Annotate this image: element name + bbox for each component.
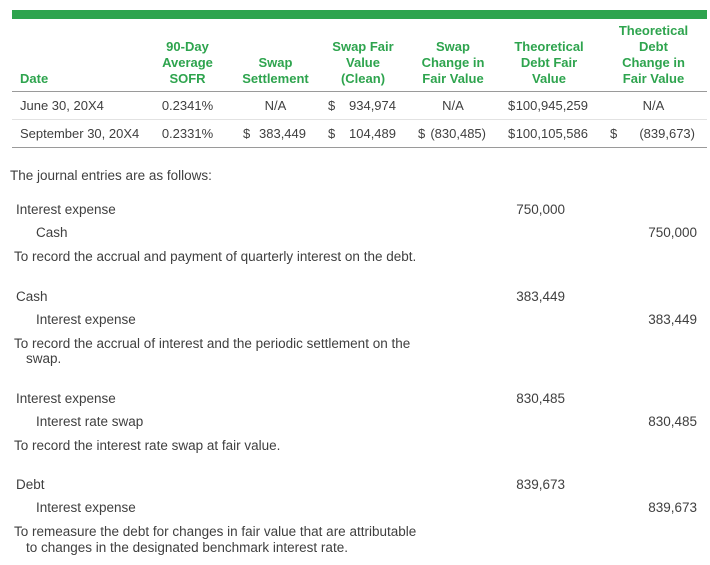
journal-entry-memo: To remeasure the debt for changes in fai… [14,524,417,555]
swap-change-value: N/A [408,91,498,120]
table-top-accent-bar [12,10,707,19]
journal-entry-memo: To record the accrual of interest and th… [14,335,411,367]
currency-symbol: $ [328,98,336,113]
debit-amount: 383,449 [516,288,565,304]
date-value: June 30, 20X4 [12,91,142,120]
table-row: September 30, 20X4 0.2331% $ 383,449 $ 1… [12,120,707,148]
swap-change-value: $ (830,485) [408,120,498,148]
column-header-theoretical-debt-change-in-fair-value: Theoretical Debt Change in Fair Value [600,19,707,92]
column-header-theoretical-debt-fair-value: Theoretical Debt Fair Value [498,19,600,92]
date-value: September 30, 20X4 [20,126,140,141]
table-row: June 30, 20X4 0.2341% N/A $ 934,974 N/A … [12,91,707,120]
currency-symbol: $ [418,126,426,141]
debit-amount: 839,673 [516,477,565,492]
amount: (839,673) [639,126,695,141]
credit-account-label: Cash [36,225,68,240]
credit-amount: 750,000 [648,225,697,240]
amount: 383,449 [259,126,306,141]
amount: 100,945,259 [515,98,588,113]
currency-symbol: $ [328,126,336,141]
journal-entry: Interest expense 830,485 Interest rate s… [10,390,697,454]
credit-account-label: Interest rate swap [36,413,144,429]
credit-amount: 839,673 [648,500,697,515]
debit-amount: 750,000 [516,202,565,217]
amount: 934,974 [349,98,396,113]
journal-intro-text: The journal entries are as follows: [10,168,212,183]
debt-fair-value: $ 100,105,586 [498,120,600,148]
debit-account-label: Cash [16,288,48,304]
debt-change-value: $ (839,673) [600,120,707,148]
credit-account-label: Interest expense [36,500,136,515]
column-header-swap-settlement: Swap Settlement [233,19,318,92]
swap-settlement-value: $ 383,449 [233,120,318,148]
journal-entry-memo: To record the interest rate swap at fair… [14,437,281,453]
currency-symbol: $ [508,98,516,113]
currency-symbol: $ [243,126,251,141]
journal-entry: Interest expense 750,000 Cash 750,000 To… [10,203,697,265]
journal-entry: Cash 383,449 Interest expense 383,449 To… [10,288,697,367]
column-header-90-day-average-sofr: 90-Day Average SOFR [142,19,233,92]
debit-amount: 830,485 [516,390,565,406]
debit-account-label: Debt [16,477,45,492]
column-header-swap-change-in-fair-value: Swap Change in Fair Value [408,19,498,92]
swap-fair-value: $ 104,489 [318,120,408,148]
currency-symbol: $ [610,126,618,141]
amount: 100,105,586 [515,126,588,141]
sofr-value: 0.2341% [142,91,233,120]
sofr-value: 0.2331% [161,126,214,141]
swap-settlement-value: N/A [233,91,318,120]
debit-account-label: Interest expense [16,390,116,406]
table-header-row: Date 90-Day Average SOFR Swap Settlement Sw… [12,19,707,92]
swap-valuation-table: Date 90-Day Average SOFR Swap Settlement Sw… [12,19,707,148]
amount: 104,489 [349,126,396,141]
journal-entry-memo: To record the accrual and payment of qua… [14,249,417,264]
debt-change-value: N/A [600,91,707,120]
journal-entry: Debt 839,673 Interest expense 839,673 To… [10,478,697,555]
credit-account-label: Interest expense [36,311,136,327]
credit-amount: 830,485 [648,413,697,429]
credit-amount: 383,449 [648,311,697,327]
swap-fair-value: $ 934,974 [318,91,408,120]
swap-valuation-table-section: Date 90-Day Average SOFR Swap Settlement Sw… [12,10,707,148]
amount: (830,485) [430,126,486,141]
journal-entries-section: The journal entries are as follows: Inte… [10,169,697,555]
debit-account-label: Interest expense [16,202,116,217]
column-header-swap-fair-value-clean: Swap Fair Value (Clean) [318,19,408,92]
column-header-date: Date [12,19,142,92]
debt-fair-value: $ 100,945,259 [498,91,600,120]
currency-symbol: $ [508,126,516,141]
